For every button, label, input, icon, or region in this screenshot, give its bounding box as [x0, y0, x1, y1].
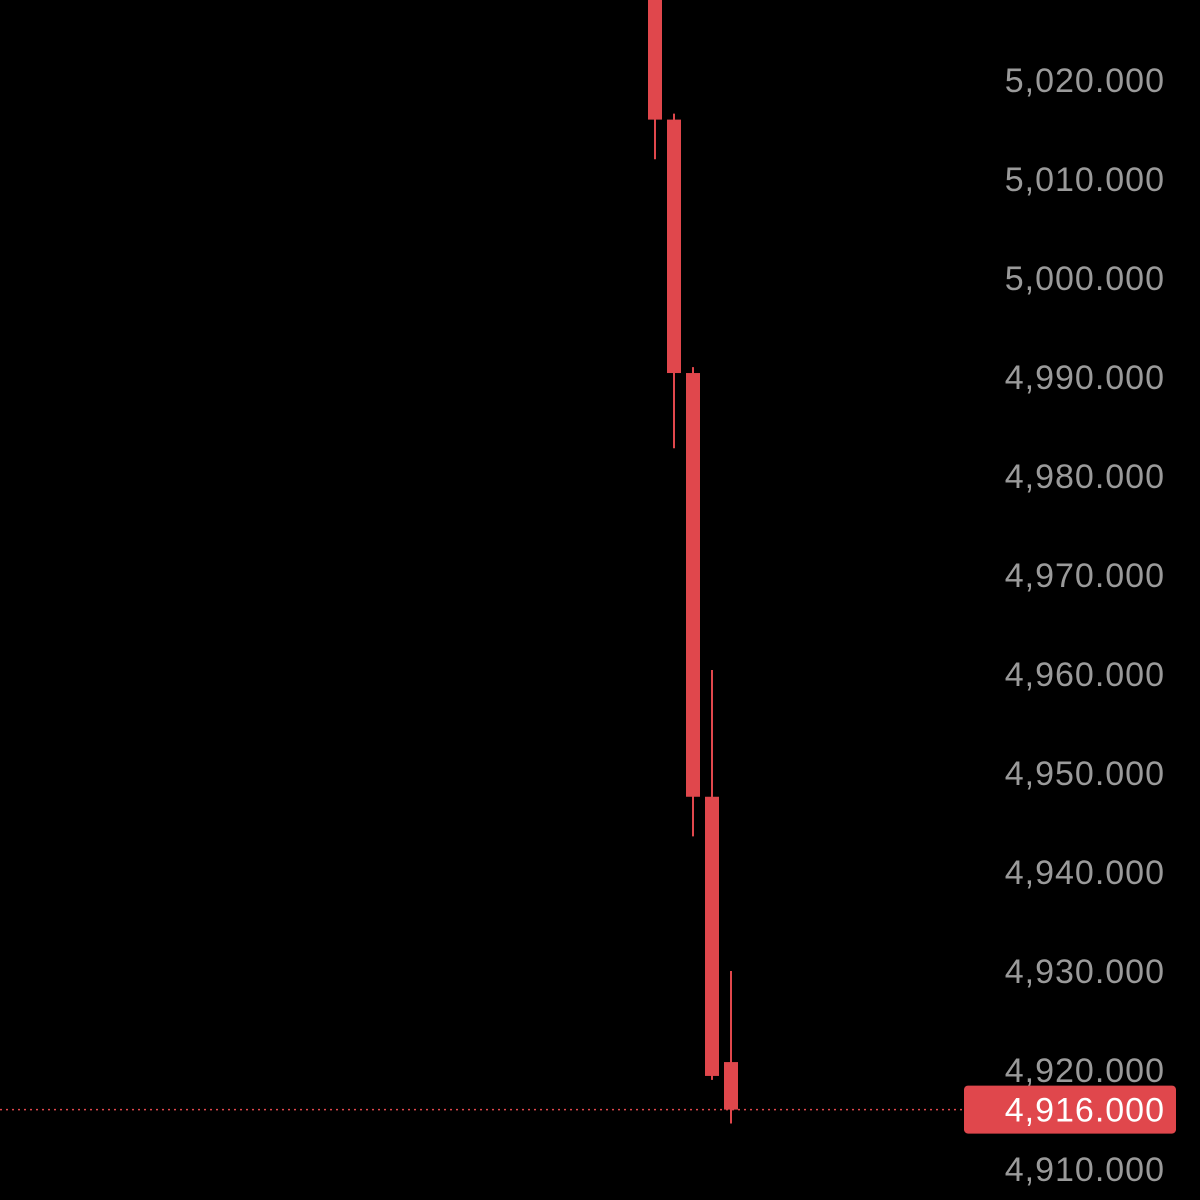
candle-body [686, 373, 700, 797]
y-tick-label: 4,920.000 [1005, 1052, 1165, 1090]
y-tick-label: 5,020.000 [1005, 62, 1165, 100]
y-tick-label: 4,960.000 [1005, 656, 1165, 694]
y-tick-label: 4,940.000 [1005, 854, 1165, 892]
current-price-label: 4,916.000 [1005, 1092, 1165, 1130]
candle[interactable] [686, 367, 700, 837]
candle[interactable] [667, 113, 681, 449]
y-axis[interactable]: 5,020.000 5,010.000 5,000.000 4,990.000 4,98… [1005, 62, 1165, 1189]
y-tick-label: 4,990.000 [1005, 359, 1165, 397]
y-tick-label: 4,980.000 [1005, 458, 1165, 496]
candle-body [724, 1062, 738, 1110]
current-price-badge-bg [964, 1085, 1176, 1134]
y-tick-label: 4,970.000 [1005, 557, 1165, 595]
current-price-label-layer: 4,916.000 [964, 1085, 1176, 1134]
y-tick-label: 4,930.000 [1005, 953, 1165, 991]
candle[interactable] [648, 0, 662, 160]
candle[interactable] [724, 971, 738, 1124]
y-tick-label: 5,000.000 [1005, 260, 1165, 298]
y-tick-label: 4,910.000 [1005, 1151, 1165, 1189]
candle-body [648, 0, 662, 120]
current-price-badge: 4,916.000 [964, 1085, 1176, 1134]
candle-body [667, 119, 681, 374]
y-tick-label: 5,010.000 [1005, 161, 1165, 199]
candle[interactable] [705, 670, 719, 1080]
candles-layer [648, 0, 738, 1124]
y-tick-label: 4,950.000 [1005, 755, 1165, 793]
candle-body [705, 796, 719, 1076]
